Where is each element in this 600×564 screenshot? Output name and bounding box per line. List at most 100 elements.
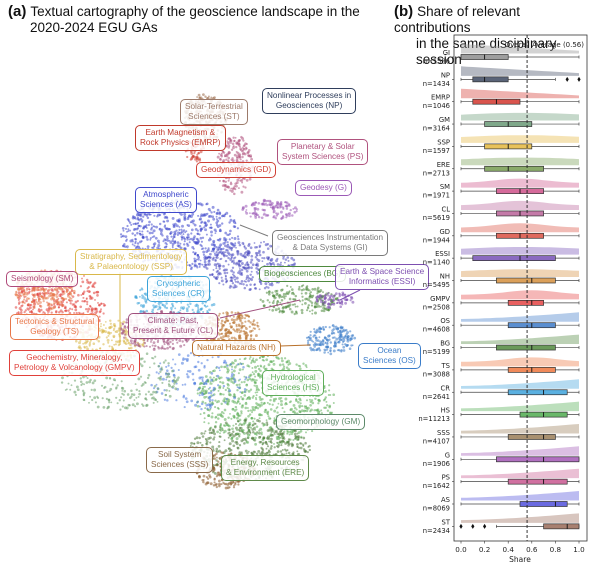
row-gd: GDn=1944 <box>423 223 580 244</box>
x-tick-label: 0.8 <box>550 545 562 554</box>
y-label-n-os: n=4608 <box>423 326 450 334</box>
map-label-os: Ocean Sciences (OS) <box>358 343 421 369</box>
leader-line <box>279 344 311 347</box>
panel-b-letter: (b) <box>394 3 414 20</box>
x-tick-label: 1.0 <box>573 545 585 554</box>
y-label-n-ere: n=2713 <box>423 169 450 177</box>
x-tick-label: 0.4 <box>502 545 514 554</box>
leader-line <box>339 289 361 301</box>
x-axis-label: Share <box>509 555 531 564</box>
box-sm <box>496 188 544 194</box>
x-tick-label: 0.2 <box>479 545 490 554</box>
map-label-line1: Planetary & Solar <box>290 142 355 151</box>
map-label-line1: Geodynamics (GD) <box>201 165 272 174</box>
map-label-line2: Sciences (SSS) <box>151 460 209 469</box>
y-label-gd: GD <box>439 228 450 236</box>
outlier-marker <box>565 76 569 82</box>
density-bg <box>461 334 579 345</box>
map-label-g: Geodesy (G) <box>295 180 352 196</box>
y-label-cl: CL <box>441 205 450 213</box>
map-label-ere: Energy, Resources & Environment (ERE) <box>221 455 310 481</box>
map-label-line1: Soil System <box>158 450 202 459</box>
map-cluster <box>241 198 298 220</box>
map-cluster <box>305 323 357 356</box>
box-cl <box>496 210 544 217</box>
map-label-line1: Ocean <box>377 346 402 355</box>
y-label-n-gmpv: n=2508 <box>423 303 450 311</box>
map-label-line1: Cryospheric <box>156 279 201 288</box>
density-cl <box>461 200 579 210</box>
map-label-gd: Geodynamics (GD) <box>196 162 277 178</box>
leader-line <box>219 299 301 319</box>
map-label-gm: Geomorphology (GM) <box>276 414 366 430</box>
row-ps: PSn=1642 <box>423 468 580 490</box>
density-ts <box>461 357 579 367</box>
box-ts <box>507 367 556 373</box>
map-label-line2: Geosciences (NP) <box>275 101 343 110</box>
row-sm: SMn=1971 <box>423 178 580 200</box>
map-label-line2: & Data Systems (GI) <box>292 243 368 252</box>
y-label-n-cr: n=2641 <box>423 393 450 401</box>
y-label-n-as: n=8069 <box>423 505 450 513</box>
map-label-line2: Sciences (ST) <box>188 112 240 121</box>
density-ere <box>461 157 579 166</box>
box-as <box>519 501 568 507</box>
density-sm <box>461 178 579 188</box>
leader-line <box>239 224 269 237</box>
y-label-emrp: EMRP <box>431 94 450 102</box>
row-bg: BGn=5199 <box>423 334 580 356</box>
density-cr <box>461 379 579 389</box>
map-label-line1: Seismology (SM) <box>11 274 74 283</box>
map-label-line1: Climate: Past, <box>147 316 199 325</box>
density-ssp <box>461 135 579 143</box>
map-label-st: Solar-Terrestrial Sciences (ST) <box>180 99 248 125</box>
panel-b-title-line1: Share of relevant contributions <box>394 4 520 35</box>
box-ps <box>507 478 568 485</box>
density-g <box>461 446 579 456</box>
box-os <box>507 322 556 329</box>
y-label-n-ts: n=3088 <box>423 370 450 378</box>
y-label-n-gd: n=1944 <box>423 236 450 244</box>
map-label-hs: Hydrological Sciences (HS) <box>262 370 325 396</box>
map-label-line2: Informatics (ESSI) <box>348 277 416 286</box>
y-label-gm: GM <box>439 116 450 124</box>
map-label-line1: Geodesy (G) <box>300 183 347 192</box>
y-label-g: G <box>445 451 450 459</box>
panel-b-title-line2: in the same disciplinary session <box>416 36 557 67</box>
map-label-line1: Tectonics & Structural <box>15 317 95 326</box>
map-label-ps: Planetary & Solar System Sciences (PS) <box>277 139 369 165</box>
box-np <box>472 76 509 83</box>
y-label-essi: ESSI <box>435 250 450 258</box>
y-label-n-sm: n=1971 <box>423 192 450 200</box>
map-label-line2: Present & Future (CL) <box>133 326 214 335</box>
density-st <box>461 513 579 523</box>
box-cr <box>507 389 568 396</box>
map-label-cl: Climate: Past, Present & Future (CL) <box>128 313 219 339</box>
density-as <box>461 491 579 501</box>
y-label-ts: TS <box>441 362 450 370</box>
map-label-bg: Biogeosciences (BG) <box>259 266 346 282</box>
density-emrp <box>461 88 579 99</box>
panel-b-title: (b) Share of relevant contributions in th… <box>394 4 600 68</box>
y-label-n-ssp: n=1597 <box>423 147 450 155</box>
map-label-gmpv: Geochemistry, Mineralogy, Petrology & Vol… <box>9 350 140 376</box>
y-label-os: OS <box>440 317 450 325</box>
map-label-line1: Atmospheric <box>143 190 189 199</box>
y-label-hs: HS <box>441 407 450 415</box>
outlier-marker <box>471 523 475 529</box>
map-label-line1: Natural Hazards (NH) <box>197 343 276 352</box>
map-label-ssp: Stratigraphy, Sedimentology & Palaeontolo… <box>75 249 188 275</box>
map-label-line2: Rock Physics (EMRP) <box>140 138 221 147</box>
map-label-line2: Geology (TS) <box>30 327 79 336</box>
box-ssp <box>484 143 533 150</box>
row-as: ASn=8069 <box>423 491 580 513</box>
map-label-line1: Geomorphology (GM) <box>281 417 361 426</box>
x-axis-ticks: 0.0 0.2 0.4 0.6 0.8 1.0 <box>455 541 585 554</box>
y-label-as: AS <box>441 496 450 504</box>
row-st: STn=2434 <box>423 513 580 535</box>
